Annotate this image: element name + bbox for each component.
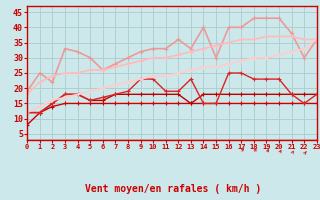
Text: Vent moyen/en rafales ( km/h ): Vent moyen/en rafales ( km/h ): [85, 184, 261, 194]
